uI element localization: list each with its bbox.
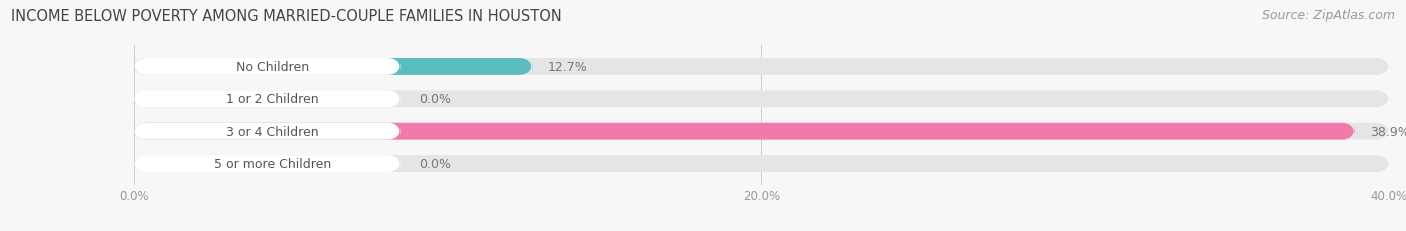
FancyBboxPatch shape xyxy=(134,155,1389,172)
FancyBboxPatch shape xyxy=(134,59,1389,76)
FancyBboxPatch shape xyxy=(134,91,401,108)
Text: 12.7%: 12.7% xyxy=(548,61,588,74)
Text: Source: ZipAtlas.com: Source: ZipAtlas.com xyxy=(1261,9,1395,22)
Text: 38.9%: 38.9% xyxy=(1371,125,1406,138)
Text: 3 or 4 Children: 3 or 4 Children xyxy=(226,125,319,138)
Text: INCOME BELOW POVERTY AMONG MARRIED-COUPLE FAMILIES IN HOUSTON: INCOME BELOW POVERTY AMONG MARRIED-COUPL… xyxy=(11,9,562,24)
FancyBboxPatch shape xyxy=(134,123,1354,140)
Text: 0.0%: 0.0% xyxy=(419,93,451,106)
Text: No Children: No Children xyxy=(236,61,309,74)
FancyBboxPatch shape xyxy=(134,123,401,140)
Text: 1 or 2 Children: 1 or 2 Children xyxy=(226,93,319,106)
FancyBboxPatch shape xyxy=(134,91,1389,108)
FancyBboxPatch shape xyxy=(134,59,533,76)
Text: 5 or more Children: 5 or more Children xyxy=(214,157,330,170)
FancyBboxPatch shape xyxy=(134,155,401,172)
FancyBboxPatch shape xyxy=(134,123,1389,140)
FancyBboxPatch shape xyxy=(134,59,401,76)
Text: 0.0%: 0.0% xyxy=(419,157,451,170)
